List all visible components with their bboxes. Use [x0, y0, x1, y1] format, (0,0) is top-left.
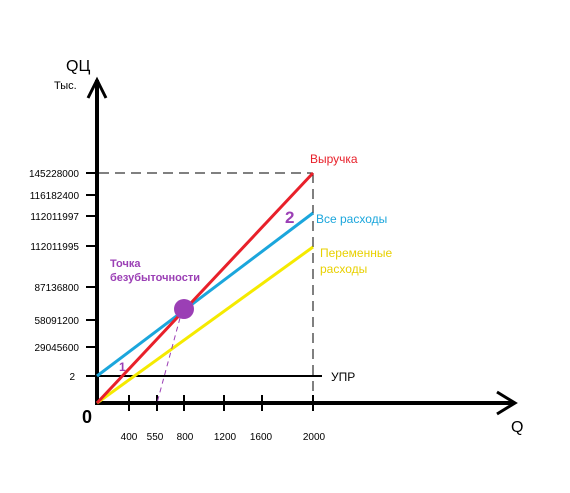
y-tick-label: 58091200	[35, 316, 80, 327]
y-tick-label: 87136800	[35, 283, 80, 294]
x-axis-arrow	[496, 390, 518, 416]
x-tick-label: 1200	[214, 432, 237, 443]
x-tick-label: 550	[147, 432, 164, 443]
variable-costs-label-line1: Переменные	[320, 246, 392, 260]
break-even-label-line2: безубыточности	[110, 272, 200, 284]
break-even-point	[174, 299, 194, 319]
total-costs-label: Все расходы	[316, 212, 387, 226]
y-tick-label: 116182400	[30, 191, 80, 202]
x-tick-label: 1600	[250, 432, 273, 443]
x-axis-label: Q	[511, 419, 523, 436]
total-costs-line	[96, 211, 314, 378]
y-axis-unit: Тыс.	[54, 80, 77, 92]
y-tick-label: 145228000	[29, 169, 79, 180]
annotation-1: 1	[119, 360, 126, 374]
break-even-label-line1: Точка	[110, 258, 141, 270]
y-axis-arrow	[86, 76, 108, 99]
y-tick-label: 29045600	[35, 343, 80, 354]
annotation-2: 2	[285, 208, 294, 227]
y-tick-marks	[86, 172, 97, 377]
y-axis-label: QЦ	[66, 58, 90, 75]
break-even-drop-line	[156, 317, 181, 404]
variable-costs-line	[96, 245, 314, 405]
y-tick-label: 112011997	[30, 212, 79, 223]
x-tick-label: 400	[121, 432, 138, 443]
y-tick-label: 112011995	[30, 242, 79, 253]
revenue-line	[95, 171, 315, 405]
x-tick-marks	[128, 395, 314, 411]
revenue-label: Выручка	[310, 152, 358, 166]
fixed-costs-label: УПР	[331, 370, 355, 384]
y-tick-label: 2	[69, 372, 75, 383]
origin-label: 0	[82, 407, 92, 427]
x-tick-label: 2000	[303, 432, 326, 443]
x-tick-label: 800	[177, 432, 194, 443]
variable-costs-label-line2: расходы	[320, 262, 367, 276]
